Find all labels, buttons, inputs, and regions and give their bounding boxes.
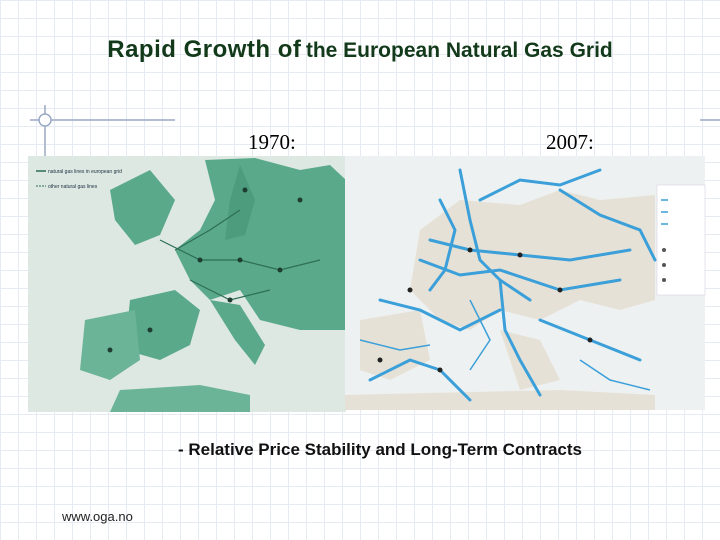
- title-part: the European Natural Gas Grid: [305, 39, 613, 62]
- footer: www.oga.no: [62, 509, 133, 524]
- map-legend-text: other natural gas lines: [48, 184, 98, 190]
- decor: [30, 105, 720, 175]
- map-1970: natural gas lines in european grid other…: [28, 156, 346, 412]
- map-label: 2007:: [546, 130, 594, 154]
- map-legend-text: natural gas lines in european grid: [48, 169, 122, 175]
- map-label: 1970:: [248, 130, 296, 154]
- title-part: Rapid Growth of: [107, 36, 302, 63]
- subtitle: - Relative Price Stability and Long-Term…: [178, 440, 582, 459]
- map-2007: [345, 156, 706, 410]
- slide-title: Rapid Growth of the European Natural Gas…: [0, 36, 720, 64]
